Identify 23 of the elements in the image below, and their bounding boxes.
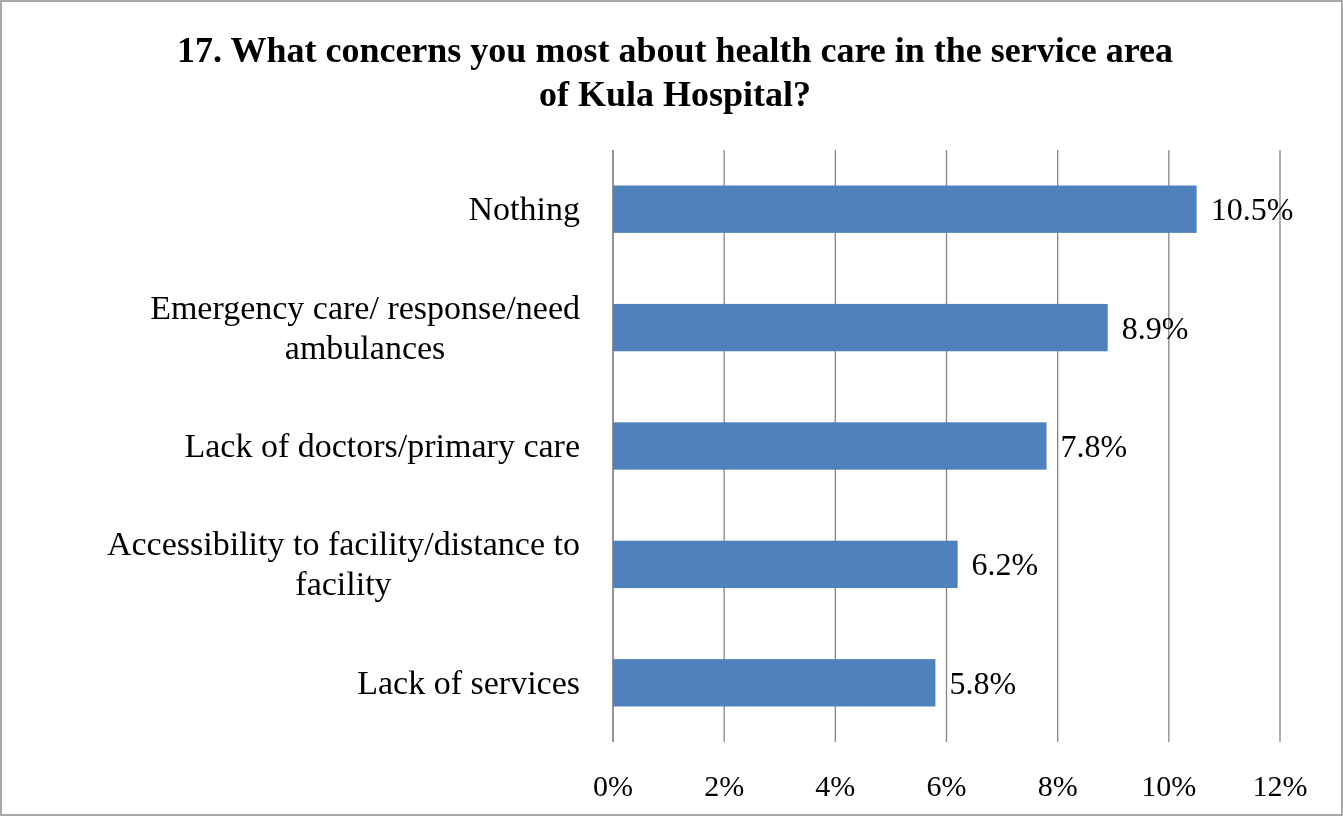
data-label: 6.2% xyxy=(971,546,1039,583)
x-tick-label: 8% xyxy=(1037,769,1078,802)
y-tick-label: Emergency care/ response/need ambulances xyxy=(150,288,580,366)
bar xyxy=(613,540,958,589)
x-tick-label: 12% xyxy=(1252,769,1308,802)
data-label: 8.9% xyxy=(1121,309,1189,346)
x-tick-label: 0% xyxy=(593,769,633,802)
data-label: 7.8% xyxy=(1060,428,1128,464)
data-label: 10.5% xyxy=(1210,191,1294,228)
y-tick-label: Accessibility to facility/distance to facility xyxy=(106,525,580,603)
bar xyxy=(613,422,1047,470)
y-tick-label: Lack of services xyxy=(357,663,580,701)
x-tick-label: 4% xyxy=(815,769,856,802)
data-label: 5.8% xyxy=(949,664,1017,701)
chart-title: 17. What concerns you most about health care in the service area of Kula Hospital? xyxy=(177,30,1173,114)
x-tick-label: 10% xyxy=(1141,769,1197,802)
x-tick-label: 2% xyxy=(704,769,745,802)
x-tick-label: 6% xyxy=(926,769,967,802)
bar xyxy=(613,303,1108,352)
y-tick-label: Lack of doctors/primary care xyxy=(184,427,580,464)
bar xyxy=(613,185,1197,233)
y-tick-label: Nothing xyxy=(468,190,580,228)
bar xyxy=(613,659,936,707)
